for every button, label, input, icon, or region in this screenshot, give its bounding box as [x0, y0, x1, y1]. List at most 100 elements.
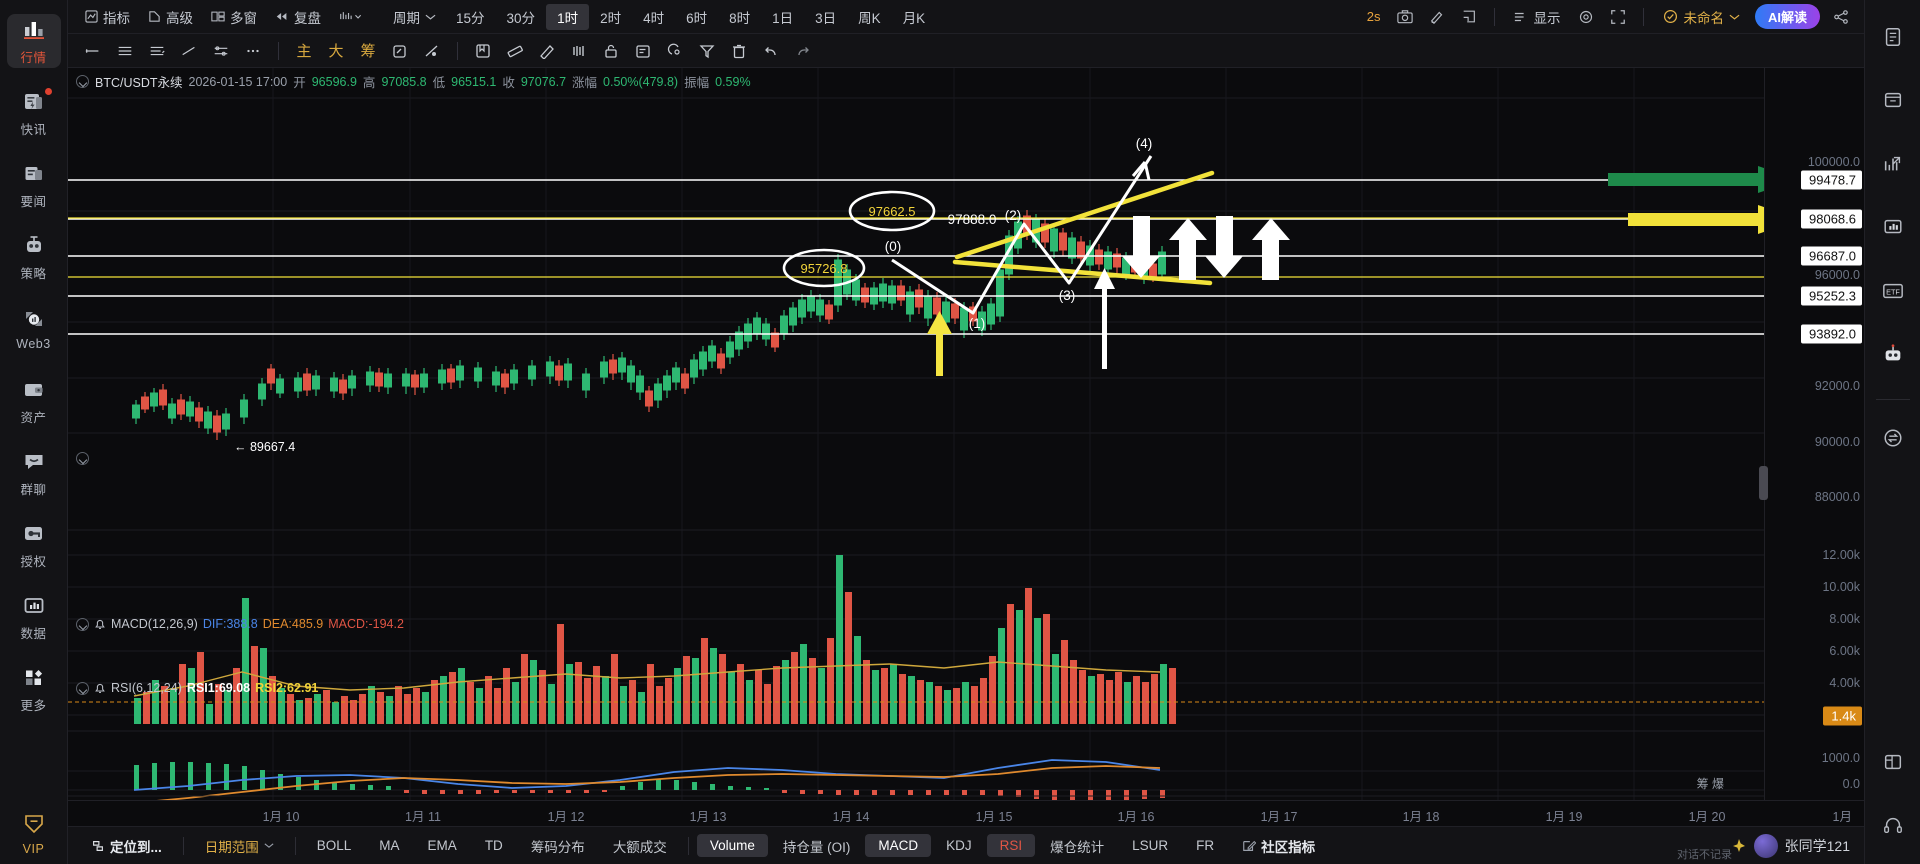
layout-panel-icon[interactable] — [1873, 737, 1913, 786]
chevron-circle-icon[interactable] — [76, 75, 89, 88]
sidebar-item-authorization[interactable]: 授权 — [7, 518, 61, 572]
lock-icon[interactable] — [596, 38, 626, 64]
price-axis[interactable]: 100000.0 96000.0 92000.0 90000.0 88000.0… — [1759, 68, 1864, 800]
filter-icon[interactable] — [692, 38, 722, 64]
refresh-rate-button[interactable]: 2s — [1366, 9, 1381, 24]
archive-icon[interactable] — [1873, 75, 1913, 124]
chevron-circle-icon[interactable] — [76, 681, 89, 695]
sidebar-item-newsflash[interactable]: 快讯 — [7, 86, 61, 140]
price-tag[interactable]: 98068.6 — [1801, 209, 1862, 229]
draw-measure-icon[interactable] — [417, 38, 447, 64]
chart-stage[interactable]: BTC/USDT永续 2026-01-15 17:00 开 96596.9 高 … — [68, 68, 1864, 800]
crosshair-icon[interactable] — [78, 38, 108, 64]
swap-icon[interactable] — [1873, 414, 1913, 463]
subchart-liquidation[interactable]: 爆仓统计 — [1050, 839, 1105, 855]
fib-icon[interactable] — [206, 38, 236, 64]
sidebar-item-markets[interactable]: 行情 — [6, 14, 61, 68]
overlay-large-trades[interactable]: 大额成交 — [612, 839, 667, 855]
locate-button[interactable]: 定位到... — [78, 832, 175, 860]
period-selector[interactable]: 周期 — [384, 4, 445, 30]
axis-scale-handle[interactable] — [1759, 466, 1768, 500]
undo-icon[interactable] — [756, 38, 786, 64]
ai-interpret-button[interactable]: AI解读 — [1754, 4, 1820, 29]
sidebar-item-more[interactable]: 更多 — [7, 662, 61, 716]
subchart-lsur[interactable]: LSUR — [1132, 838, 1169, 853]
tool-chips-label[interactable]: 筹 — [360, 43, 376, 60]
notes-icon[interactable] — [1873, 12, 1913, 61]
display-button[interactable]: 显示 — [1505, 4, 1569, 30]
eraser-icon[interactable] — [532, 38, 562, 64]
timeframe-6h[interactable]: 6时 — [686, 10, 708, 26]
redo-icon[interactable] — [788, 38, 818, 64]
stats-monitor-icon[interactable] — [1873, 202, 1913, 251]
indicator-button[interactable]: 指标 — [76, 4, 139, 30]
overlay-ema[interactable]: EMA — [427, 838, 457, 853]
sidebar-item-data[interactable]: 数据 — [7, 590, 61, 644]
price-tag[interactable]: 95252.3 — [1801, 286, 1862, 306]
timeframe-4h[interactable]: 4时 — [643, 10, 665, 26]
pencil-icon[interactable] — [1422, 5, 1452, 29]
rsi-indicator-name[interactable]: RSI(6,12,24) — [111, 681, 182, 695]
text-lines-icon[interactable] — [142, 38, 172, 64]
timeframe-2h[interactable]: 2时 — [600, 10, 622, 26]
robot-assistant-icon[interactable] — [1873, 329, 1913, 378]
subchart-open-interest[interactable]: 持仓量 (OI) — [782, 839, 851, 855]
price-tag[interactable]: 99478.7 — [1801, 170, 1862, 190]
sidebar-item-assets[interactable]: 资产 — [7, 374, 61, 428]
sidebar-item-vip[interactable]: VIP — [21, 812, 47, 856]
camera-icon[interactable] — [1390, 5, 1420, 29]
sidebar-item-headlines[interactable]: 要闻 — [7, 158, 61, 212]
timeframe-30m[interactable]: 30分 — [506, 10, 536, 26]
timeframe-8h[interactable]: 8时 — [729, 10, 751, 26]
fullscreen-icon[interactable] — [1603, 5, 1633, 29]
chart-canvas[interactable]: 97662.5 95726.8 (0) (1) (2) (3) (4) 9788… — [68, 68, 1864, 800]
sidebar-item-strategy[interactable]: 策略 — [7, 230, 61, 284]
chevron-circle-icon[interactable] — [76, 617, 89, 631]
advanced-button[interactable]: 高级 — [139, 4, 202, 30]
tool-big-label[interactable]: 大 — [328, 43, 344, 60]
bell-icon[interactable] — [94, 618, 106, 631]
replay-button[interactable]: 复盘 — [266, 4, 330, 30]
chevron-circle-icon[interactable] — [76, 452, 89, 465]
subchart-fr[interactable]: FR — [1196, 838, 1215, 853]
more-dots-icon[interactable] — [238, 38, 268, 64]
overlay-td[interactable]: TD — [484, 838, 503, 853]
headset-support-icon[interactable] — [1873, 801, 1913, 850]
brush-icon[interactable] — [564, 38, 594, 64]
magnet2-icon[interactable] — [660, 38, 690, 64]
timeframe-15m[interactable]: 15分 — [456, 10, 485, 26]
trending-up-icon[interactable] — [1873, 139, 1913, 188]
trash-icon[interactable] — [724, 38, 754, 64]
ruler-icon[interactable] — [500, 38, 530, 64]
trendline-icon[interactable] — [174, 38, 204, 64]
list-edit-icon[interactable] — [628, 38, 658, 64]
macd-indicator-name[interactable]: MACD(12,26,9) — [111, 617, 198, 631]
lines-icon[interactable] — [110, 38, 140, 64]
overlay-boll[interactable]: BOLL — [316, 838, 352, 853]
snapshot-icon[interactable] — [1454, 5, 1484, 29]
price-tag[interactable]: 93892.0 — [1801, 324, 1862, 344]
tool-main-label[interactable]: 主 — [296, 43, 312, 60]
subchart-volume[interactable]: Volume — [696, 834, 768, 857]
magnet-icon[interactable] — [385, 38, 415, 64]
sidebar-item-web3[interactable]: Web3 — [7, 302, 61, 356]
drawing-tools-selector[interactable] — [330, 7, 374, 26]
subchart-macd[interactable]: MACD — [865, 834, 932, 857]
timeframe-1M[interactable]: 月K — [902, 10, 926, 26]
bookmark-icon[interactable] — [468, 38, 498, 64]
etf-icon[interactable]: ETF — [1873, 266, 1913, 315]
timeframe-1d[interactable]: 1日 — [772, 10, 794, 26]
community-indicator-button[interactable]: 社区指标 — [1229, 832, 1328, 860]
subchart-kdj[interactable]: KDJ — [946, 838, 972, 853]
share-icon[interactable] — [1826, 5, 1856, 29]
symbol-name[interactable]: BTC/USDT永续 — [95, 76, 183, 90]
overlay-chip-distribution[interactable]: 筹码分布 — [530, 839, 585, 855]
layout-name-button[interactable]: 未命名 — [1654, 4, 1749, 30]
overlay-ma[interactable]: MA — [379, 838, 400, 853]
volume-current-tag[interactable]: 1.4k — [1823, 706, 1862, 726]
timeframe-1w[interactable]: 周K — [858, 10, 881, 26]
time-axis[interactable]: 1月 10 1月 11 1月 12 1月 13 1月 14 1月 15 1月 1… — [68, 800, 1864, 839]
sidebar-item-groupchat[interactable]: 群聊 — [7, 446, 61, 500]
bell-icon[interactable] — [94, 682, 106, 695]
price-tag[interactable]: 96687.0 — [1801, 246, 1862, 266]
